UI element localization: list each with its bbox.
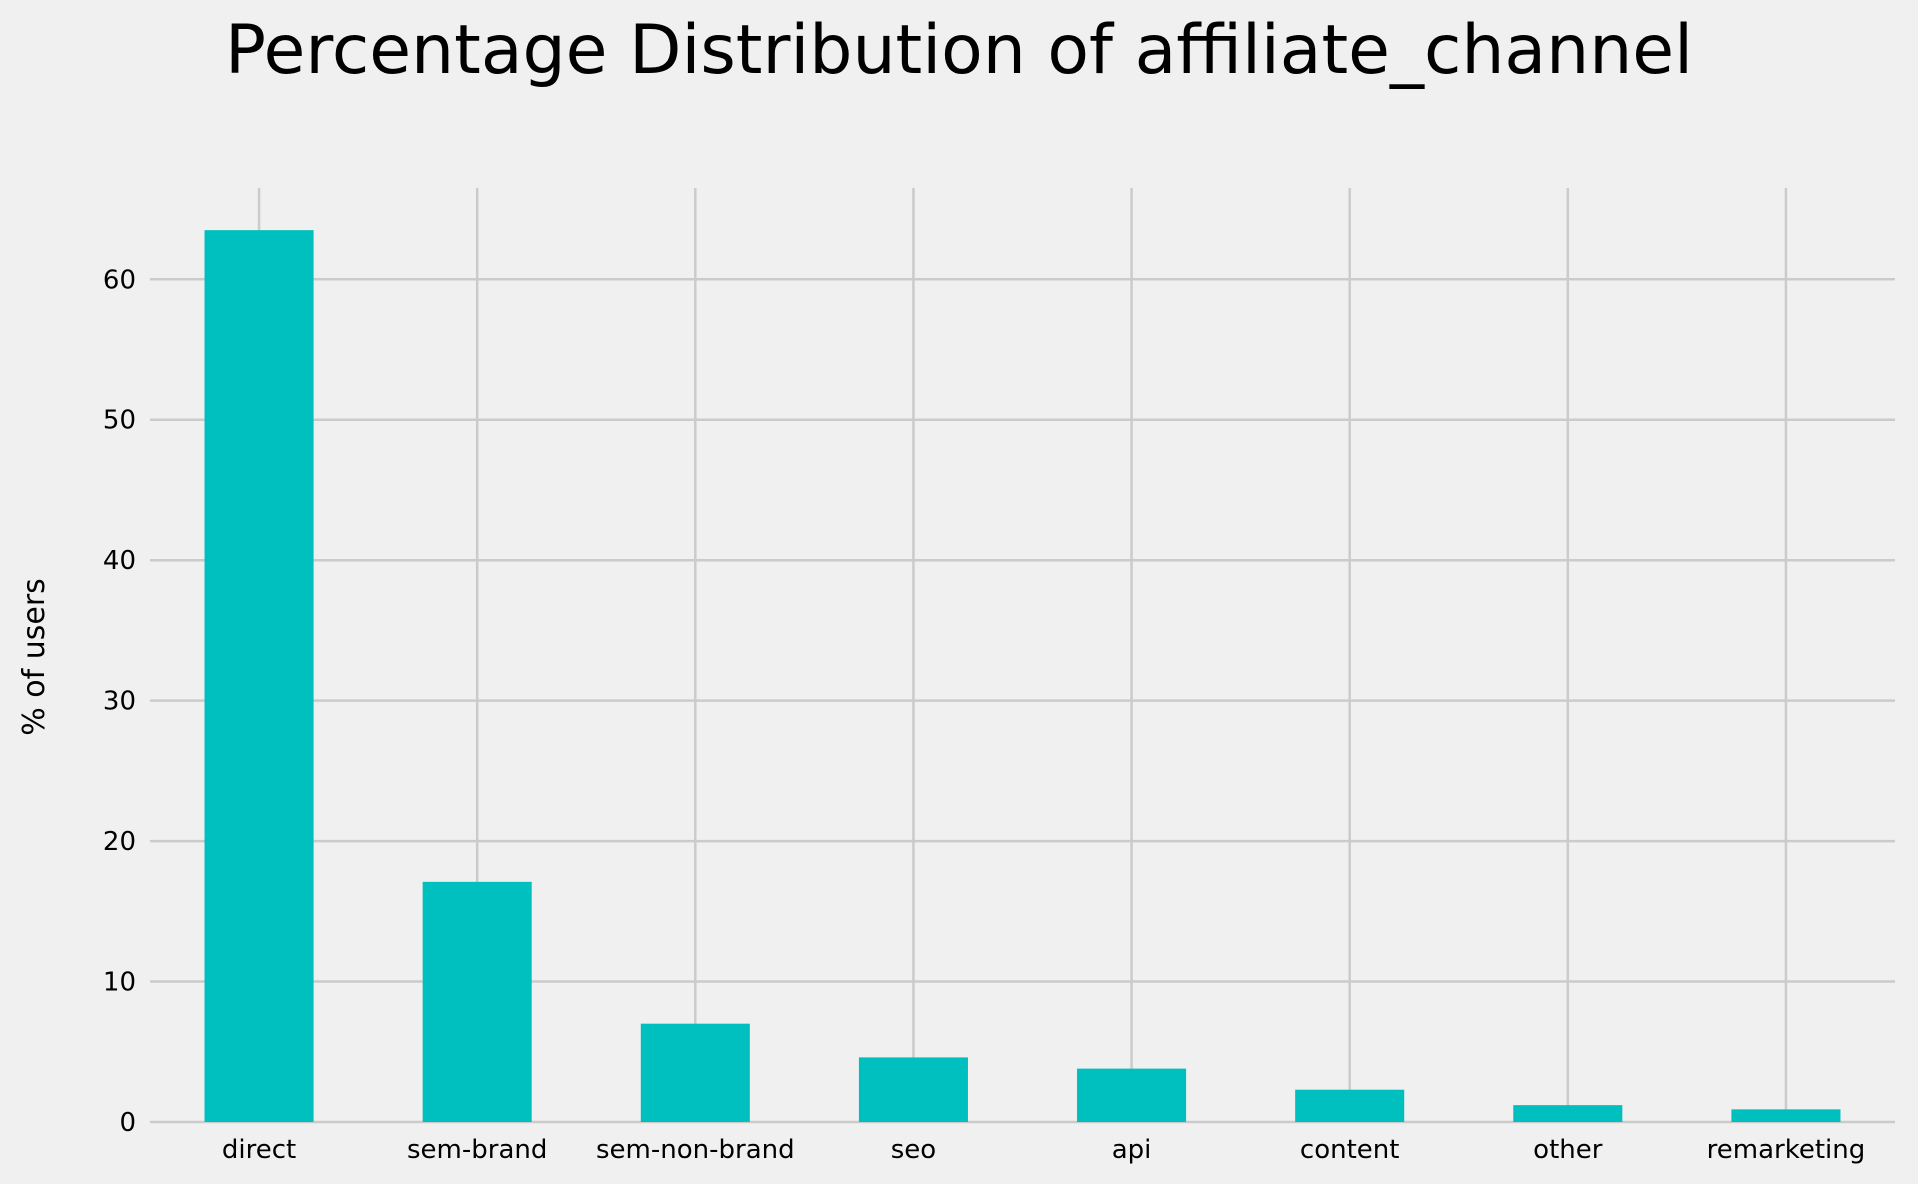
y-tick-label: 40 [103, 546, 136, 576]
bar-seo [858, 1057, 968, 1122]
grid-lines [150, 188, 1895, 1124]
x-tick-labels: direct sem-brand sem-non-brand seo api conten… [222, 1135, 1865, 1165]
bar-sem-non-brand [640, 1023, 750, 1122]
y-tick-labels: 0 10 20 30 40 50 60 [103, 265, 136, 1138]
y-tick-label: 30 [103, 687, 136, 717]
x-tick-label: remarketing [1707, 1135, 1866, 1165]
x-tick-label: sem-brand [407, 1135, 547, 1165]
bar-sem-brand [422, 881, 532, 1122]
x-tick-label: direct [222, 1135, 296, 1165]
y-tick-label: 0 [119, 1108, 136, 1138]
x-tick-label: other [1533, 1135, 1603, 1165]
bar-remarketing [1731, 1109, 1841, 1122]
bar-other [1513, 1105, 1623, 1122]
x-tick-label: content [1300, 1135, 1400, 1165]
bars [204, 230, 1841, 1122]
bar-content [1295, 1089, 1405, 1122]
y-tick-label: 20 [103, 827, 136, 857]
y-tick-label: 60 [103, 265, 136, 295]
bar-direct [204, 230, 314, 1122]
y-tick-label: 50 [103, 406, 136, 436]
chart-title: Percentage Distribution of affiliate_cha… [224, 11, 1694, 90]
y-axis-label: % of users [17, 578, 52, 736]
x-tick-label: api [1112, 1135, 1152, 1165]
x-tick-label: sem-non-brand [596, 1135, 795, 1165]
y-tick-label: 10 [103, 968, 136, 998]
bar-api [1077, 1068, 1187, 1122]
x-tick-label: seo [891, 1135, 936, 1165]
